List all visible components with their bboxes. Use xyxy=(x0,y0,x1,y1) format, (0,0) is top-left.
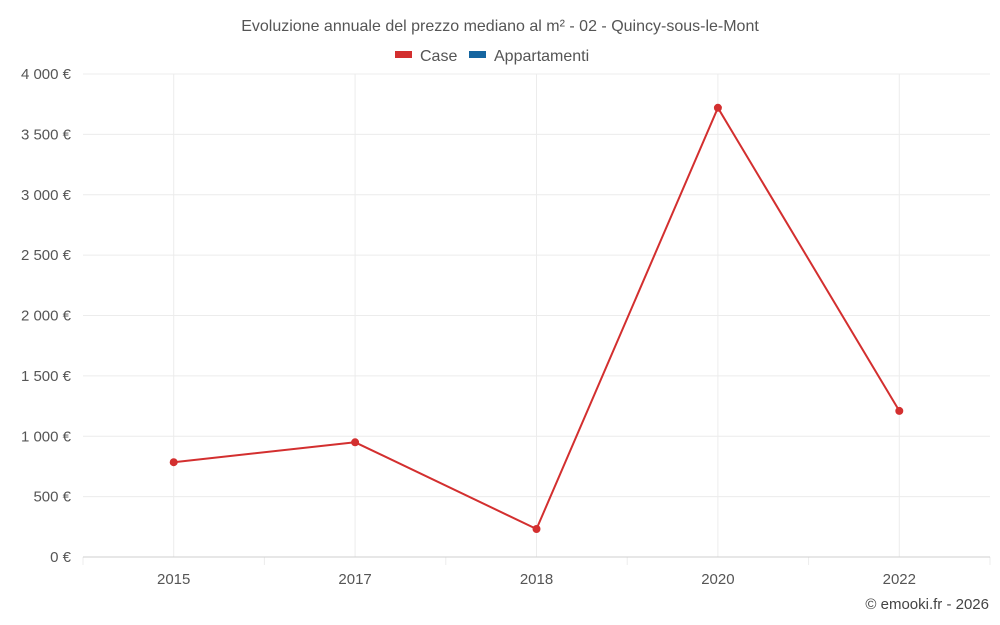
y-tick-label: 500 € xyxy=(33,489,71,506)
x-tick-label: 2018 xyxy=(520,571,553,588)
y-tick-label: 1 500 € xyxy=(21,368,72,385)
y-tick-label: 3 000 € xyxy=(21,187,72,204)
x-tick-label: 2017 xyxy=(338,571,371,588)
legend-swatch-appartamenti xyxy=(469,51,486,58)
x-tick-label: 2015 xyxy=(157,571,190,588)
grid xyxy=(82,73,991,565)
y-tick-label: 2 500 € xyxy=(21,247,72,264)
y-tick-label: 0 € xyxy=(50,549,72,566)
x-tick-label: 2022 xyxy=(883,571,916,588)
legend-item-case[interactable]: Case xyxy=(395,48,457,65)
legend-label-appartamenti: Appartamenti xyxy=(494,48,589,65)
legend-item-appartamenti[interactable]: Appartamenti xyxy=(469,48,589,65)
series-case xyxy=(169,103,904,533)
legend: Case Appartamenti xyxy=(395,48,589,65)
legend-label-case: Case xyxy=(420,48,457,65)
data-point-case[interactable] xyxy=(169,458,178,467)
data-point-case[interactable] xyxy=(351,438,360,447)
y-axis-ticks: 0 € 500 € 1 000 € 1 500 € 2 000 € 2 500 € 3 00… xyxy=(21,66,72,566)
x-tick-label: 2020 xyxy=(701,571,734,588)
y-tick-label: 1 000 € xyxy=(21,428,72,445)
credit-text: © emooki.fr - 2026 xyxy=(865,596,989,613)
y-tick-label: 2 000 € xyxy=(21,308,72,325)
legend-swatch-case xyxy=(395,51,412,58)
data-point-case[interactable] xyxy=(713,103,722,112)
chart-title: Evoluzione annuale del prezzo mediano al… xyxy=(241,18,759,35)
x-axis-ticks: 2015 2017 2018 2020 2022 xyxy=(157,571,916,588)
data-point-case[interactable] xyxy=(895,406,904,415)
y-tick-label: 4 000 € xyxy=(21,66,72,83)
data-point-case[interactable] xyxy=(532,524,541,533)
y-tick-label: 3 500 € xyxy=(21,126,72,143)
